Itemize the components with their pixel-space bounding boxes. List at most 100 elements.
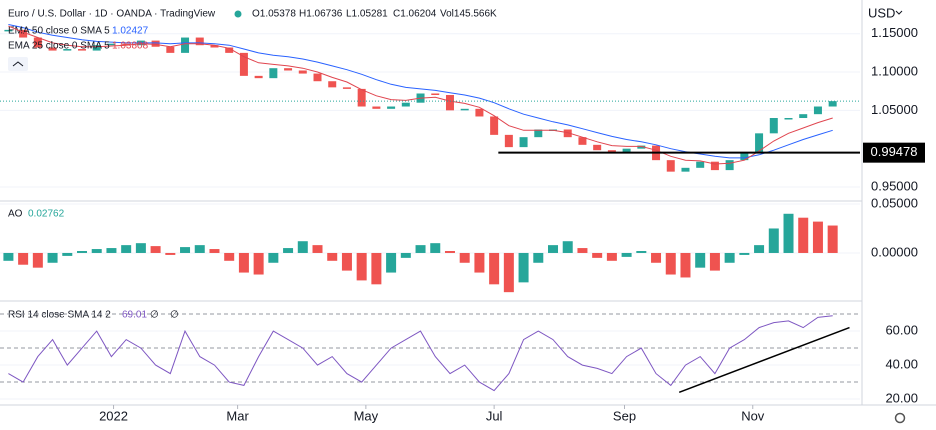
price-bar (769, 118, 778, 134)
price-bar (740, 152, 749, 161)
ao-bar (18, 252, 29, 265)
price-bar (401, 102, 410, 107)
ao-bar (224, 252, 235, 261)
price-bar (342, 87, 351, 89)
ao-bar (827, 225, 838, 253)
ao-bar (636, 251, 647, 253)
ao-bar (415, 245, 426, 253)
price-bar (33, 37, 42, 48)
ohlc-value: O1.05378 (252, 9, 296, 20)
ao-bar (400, 252, 411, 258)
settings-icon[interactable] (894, 412, 906, 424)
legend-label: EMA 50 close 0 SMA 5 (8, 26, 110, 37)
x-tick-label: May (354, 408, 379, 423)
ao-bar (680, 252, 691, 278)
currency-dropdown[interactable] (895, 10, 903, 15)
collapse-icon (12, 61, 24, 67)
price-bar (460, 108, 469, 111)
chart-title: Euro / U.S. Dollar · 1D · OANDA · Tradin… (8, 9, 216, 20)
ao-bar (739, 252, 750, 255)
price-bar (269, 68, 278, 79)
ao-bar (121, 245, 132, 253)
price-bar (607, 150, 616, 153)
price-bar (445, 95, 454, 111)
price-bar (725, 160, 734, 171)
price-bar (19, 29, 28, 38)
price-bar (63, 49, 72, 51)
y-tick-label: 20.00 (885, 390, 918, 405)
y-tick-label: 0.05000 (871, 195, 918, 210)
ohlc-value: C1.06204 (393, 9, 437, 20)
y-tick-label: 1.15000 (871, 25, 918, 40)
price-bar (431, 93, 440, 96)
ao-bar (577, 248, 588, 253)
ohlc-value: H1.06736 (299, 9, 343, 20)
price-bar (181, 37, 190, 53)
price-bar (166, 46, 175, 53)
ao-bar (253, 252, 264, 275)
price-bar (372, 106, 381, 109)
ao-bar (430, 243, 441, 253)
price-bar (813, 106, 822, 115)
market-status (234, 10, 242, 18)
ao-bar (768, 228, 779, 253)
ao-bar (356, 252, 367, 281)
price-bar (239, 52, 248, 76)
x-tick-label: 2022 (99, 408, 128, 423)
collapse-button[interactable] (8, 57, 28, 71)
legend-label: EMA 25 close 0 SMA 5 (8, 41, 110, 52)
price-bar (666, 160, 675, 172)
support-label-box (863, 142, 925, 163)
price-bar (593, 144, 602, 151)
price-bar (122, 43, 131, 46)
ao-bar (312, 245, 323, 253)
price-bar (578, 137, 587, 145)
price-bar (519, 137, 528, 148)
ao-bar (77, 251, 88, 253)
price-bar (78, 49, 87, 51)
price-bar (298, 70, 307, 74)
support-label: 0.99478 (871, 144, 918, 159)
price-bar (490, 116, 499, 135)
ema-line (8, 25, 833, 165)
x-tick-label: Jul (486, 408, 503, 423)
ao-bar (91, 249, 102, 253)
ao-bar (474, 252, 485, 273)
x-tick-label: Mar (226, 408, 249, 423)
price-bar (4, 29, 13, 32)
legend-value: 1.03808 (112, 41, 149, 52)
price-bar (48, 47, 57, 51)
price-bar (637, 145, 646, 149)
x-tick-label: Sep (613, 408, 636, 423)
currency[interactable]: USD (868, 5, 895, 20)
ao-bar (489, 252, 500, 285)
ao-bar (812, 221, 823, 253)
ao-bar (194, 245, 205, 253)
ao-bar (798, 217, 809, 253)
ao-bar (341, 252, 352, 271)
ao-bar (562, 241, 573, 253)
legend-value: 1.02427 (112, 26, 149, 37)
y-tick-label: 0.95000 (871, 178, 918, 193)
price-bar (755, 133, 764, 153)
price-bar (210, 45, 219, 48)
ao-bar (297, 241, 308, 253)
ao-bar (459, 252, 470, 263)
rsi-header-value: ∅ (150, 310, 159, 321)
ao-bar (165, 252, 176, 255)
price-bar (107, 43, 116, 46)
rsi-line (8, 315, 833, 392)
price-bar (681, 167, 690, 172)
ao-bar (548, 245, 559, 253)
ao-bar (651, 252, 662, 263)
price-bar (799, 114, 808, 119)
ao-bar (621, 252, 632, 257)
rsi-header-value: ∅ (170, 310, 179, 321)
ao-bar (180, 247, 191, 253)
rsi-header-value: 69.01 (122, 310, 147, 321)
ao-bar (47, 252, 58, 263)
ao-bar (386, 252, 397, 273)
ao-bar (371, 252, 382, 285)
price-bar (151, 40, 160, 47)
ao-bar (209, 249, 220, 253)
